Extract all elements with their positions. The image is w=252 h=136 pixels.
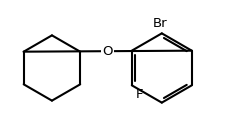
Text: O: O: [103, 45, 113, 58]
Text: Br: Br: [152, 17, 167, 30]
Text: F: F: [136, 88, 143, 101]
